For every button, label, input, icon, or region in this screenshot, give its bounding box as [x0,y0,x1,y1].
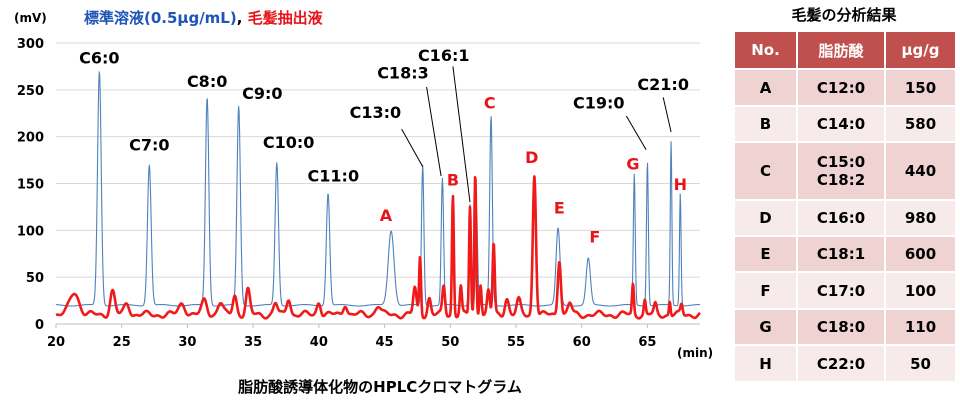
table-row: C C15:0 C18:2 440 [733,141,957,201]
header-fatty-acid: 脂肪酸 [796,30,886,70]
y-tick-label: 150 [17,178,44,193]
header-no: No. [733,30,798,70]
results-panel: 毛髪の分析結果 No. 脂肪酸 μg/g A C12:0 150 B C14:0 580 C… [733,0,957,383]
cell-no: B [733,105,798,143]
cell-no: E [733,235,798,273]
cell-concentration: 150 [884,68,957,107]
table-row: D C16:0 980 [733,199,957,237]
cell-fatty-acid: C18:0 [796,308,886,346]
leader-line [401,128,424,167]
chromatogram-chart: 標準溶液(0.5μg/mL), 毛髪抽出液 (mV) (min) 脂肪酸誘導体化… [14,9,713,396]
sample-peak-label: F [589,228,600,247]
standard-peak-label: C11:0 [308,167,360,186]
cell-concentration: 440 [884,141,957,201]
y-gridlines [56,42,700,278]
cell-fatty-acid: C17:0 [796,271,886,310]
sample-peak-label: E [554,198,565,217]
cell-concentration: 980 [884,199,957,237]
standard-peak-label: C6:0 [79,49,119,68]
x-tick-label: 60 [573,335,591,350]
x-tick-label: 35 [244,335,262,350]
cell-concentration: 100 [884,271,957,310]
sample-peak-label: C [484,94,496,113]
x-axis-label: (min) [677,346,713,360]
results-title: 毛髪の分析結果 [791,6,897,24]
hair-extract-trace [55,175,701,320]
cell-concentration: 50 [884,344,957,383]
table-row: G C18:0 110 [733,308,957,346]
x-tick-label: 55 [507,335,525,350]
cell-no: F [733,271,798,310]
sample-peak-label: D [525,148,538,167]
peak-labels: C6:0 C7:0 C8:0 C9:0 C10:0 C11:0 C13:0 C18:3C16:… [79,46,689,247]
sample-peak-label: B [447,170,459,189]
table-row: A C12:0 150 [733,68,957,107]
sample-peak-label: A [380,206,393,225]
x-tick-label: 30 [178,335,196,350]
chart-title-part: , [237,9,248,27]
x-tick-label: 50 [441,335,459,350]
cell-no: C [733,141,798,201]
standard-peak-label: C8:0 [187,72,227,91]
standard-peak-label: C9:0 [242,84,282,103]
cell-fatty-acid: C12:0 [796,68,886,107]
leader-line [452,66,471,203]
table-row: F C17:0 100 [733,271,957,310]
cell-no: G [733,308,798,346]
cell-no: H [733,344,798,383]
standard-peak-label: C10:0 [263,133,315,152]
plot-area [55,71,701,320]
chart-title: 標準溶液(0.5μg/mL), 毛髪抽出液 [84,9,324,27]
standard-peak-label: C13:0 [350,103,402,122]
cell-fatty-acid: C22:0 [796,344,886,383]
leader-line [662,97,672,133]
leader-line [426,86,442,177]
chart-subtitle: 脂肪酸誘導体化物のHPLCクロマトグラム [238,378,522,396]
x-tick-label: 40 [310,335,328,350]
axes: 0 50 100 150 200 250 300 20 25 30 35 40 45 50 55 60 65 [17,37,700,350]
cell-fatty-acid: C15:0 C18:2 [796,141,886,201]
y-tick-label: 0 [35,318,44,333]
standard-peak-label: C16:1 [418,46,470,65]
y-tick-label: 250 [17,84,44,99]
chart-title-part: 標準溶液(0.5μg/mL) [84,9,237,27]
standard-peak-label: C7:0 [129,136,169,155]
y-axis-label: (mV) [14,11,47,25]
x-tick-label: 20 [47,335,65,350]
x-tick-label: 45 [376,335,394,350]
standard-peak-label: C18:3 [377,64,429,83]
standard-peak-label: C19:0 [573,94,625,113]
table-row: E C18:1 600 [733,235,957,273]
cell-concentration: 580 [884,105,957,143]
sample-peak-label: H [674,175,687,194]
cell-fatty-acid: C14:0 [796,105,886,143]
x-tick-label: 65 [638,335,656,350]
y-tick-label: 100 [17,224,44,239]
cell-fatty-acid: C18:1 [796,235,886,273]
leader-line [625,115,647,151]
results-body: A C12:0 150 B C14:0 580 C C15:0 C18:2 440 D C16:0 9… [733,68,957,383]
sample-peak-label: G [626,154,639,173]
table-row: B C14:0 580 [733,105,957,143]
cell-fatty-acid: C16:0 [796,199,886,237]
y-tick-label: 50 [26,271,44,286]
standard-peak-label: C21:0 [637,75,689,94]
y-tick-label: 200 [17,131,44,146]
cell-concentration: 600 [884,235,957,273]
cell-no: D [733,199,798,237]
cell-concentration: 110 [884,308,957,346]
chart-title-part: 毛髪抽出液 [248,9,324,27]
standard-trace [55,71,701,307]
x-tick-label: 25 [113,335,131,350]
y-tick-label: 300 [17,37,44,52]
header-concentration: μg/g [884,30,957,70]
results-table: No. 脂肪酸 μg/g A C12:0 150 B C14:0 580 C C15:0 C1… [733,30,957,383]
results-header-row: No. 脂肪酸 μg/g [733,30,957,70]
cell-no: A [733,68,798,107]
table-row: H C22:0 50 [733,344,957,383]
